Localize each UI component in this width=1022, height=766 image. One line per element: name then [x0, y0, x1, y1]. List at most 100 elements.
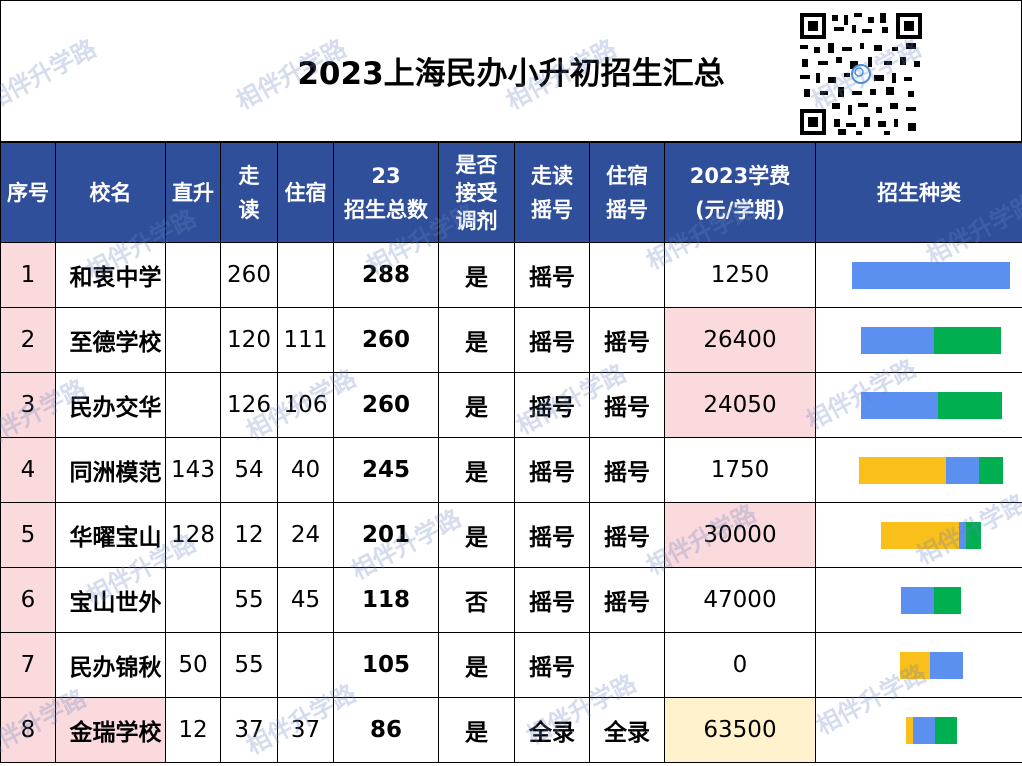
zhisheng-cell — [166, 373, 221, 438]
bar-segment-zhusu — [935, 717, 957, 744]
school-name-cell: 华曜宝山 — [56, 503, 166, 568]
header-fee: 2023学费(元/学期) — [665, 143, 816, 243]
school-name-cell: 民办锦秋 — [56, 633, 166, 698]
title-bar: 2023上海民办小升初招生汇总 — [0, 0, 1022, 142]
seq-cell: 1 — [1, 243, 56, 308]
zoudu-yaohao-cell: 摇号 — [515, 503, 590, 568]
zhisheng-cell: 12 — [166, 698, 221, 763]
header-zhisheng: 直升 — [166, 143, 221, 243]
fee-cell: 26400 — [665, 308, 816, 373]
zhusu-yaohao-cell: 摇号 — [590, 373, 665, 438]
enrollment-type-bar — [861, 327, 1001, 354]
bar-segment-zhusu — [979, 457, 1003, 484]
total-cell: 288 — [334, 243, 439, 308]
school-name-cell: 宝山世外 — [56, 568, 166, 633]
total-cell: 260 — [334, 308, 439, 373]
zoudu-cell: 126 — [221, 373, 278, 438]
enrollment-type-bar-cell — [816, 568, 1022, 633]
header-zoudu-yaohao: 走读摇号 — [515, 143, 590, 243]
zhisheng-cell: 143 — [166, 438, 221, 503]
zoudu-yaohao-cell: 摇号 — [515, 633, 590, 698]
enrollment-type-bar-cell — [816, 633, 1022, 698]
enrollment-type-bar-cell — [816, 373, 1022, 438]
bar-segment-zhisheng — [881, 522, 959, 549]
bar-segment-zhusu — [934, 327, 1001, 354]
zhisheng-cell — [166, 243, 221, 308]
enrollment-type-bar — [881, 522, 981, 549]
total-cell: 245 — [334, 438, 439, 503]
page-title: 2023上海民办小升初招生汇总 — [241, 51, 781, 97]
zhusu-cell: 37 — [278, 698, 334, 763]
fee-cell: 0 — [665, 633, 816, 698]
bar-segment-zhusu — [966, 522, 981, 549]
qr-code — [798, 11, 924, 137]
fee-cell: 47000 — [665, 568, 816, 633]
zoudu-yaohao-cell: 摇号 — [515, 438, 590, 503]
tiaoji-cell: 是 — [439, 698, 515, 763]
zhusu-yaohao-cell: 摇号 — [590, 568, 665, 633]
zhusu-cell: 24 — [278, 503, 334, 568]
zhusu-yaohao-cell: 摇号 — [590, 503, 665, 568]
zoudu-cell: 55 — [221, 633, 278, 698]
seq-cell: 8 — [1, 698, 56, 763]
enrollment-type-bar-cell — [816, 308, 1022, 373]
header-tiaoji: 是否接受调剂 — [439, 143, 515, 243]
tiaoji-cell: 是 — [439, 373, 515, 438]
school-name-cell: 和衷中学 — [56, 243, 166, 308]
tiaoji-cell: 是 — [439, 633, 515, 698]
seq-cell: 6 — [1, 568, 56, 633]
bar-segment-zoudu — [930, 652, 963, 679]
bar-segment-zhisheng — [859, 457, 946, 484]
header-zhusu-yaohao: 住宿摇号 — [590, 143, 665, 243]
zhisheng-cell: 50 — [166, 633, 221, 698]
zoudu-cell: 120 — [221, 308, 278, 373]
enrollment-type-bar-cell — [816, 438, 1022, 503]
total-cell: 201 — [334, 503, 439, 568]
zhusu-cell — [278, 243, 334, 308]
enrollment-type-bar — [852, 262, 1010, 289]
zoudu-yaohao-cell: 摇号 — [515, 308, 590, 373]
bar-segment-zoudu — [852, 262, 1010, 289]
zhusu-cell — [278, 633, 334, 698]
zoudu-cell: 260 — [221, 243, 278, 308]
zoudu-cell: 37 — [221, 698, 278, 763]
bar-segment-zhusu — [938, 392, 1002, 419]
fee-cell: 24050 — [665, 373, 816, 438]
zhusu-cell: 45 — [278, 568, 334, 633]
enrollment-type-bar-cell — [816, 243, 1022, 308]
zhusu-cell: 111 — [278, 308, 334, 373]
zhusu-yaohao-cell: 摇号 — [590, 438, 665, 503]
tiaoji-cell: 是 — [439, 308, 515, 373]
zhusu-yaohao-cell — [590, 243, 665, 308]
zhisheng-cell — [166, 308, 221, 373]
seq-cell: 3 — [1, 373, 56, 438]
zhusu-yaohao-cell — [590, 633, 665, 698]
enrollment-type-bar — [861, 392, 1002, 419]
header-zhusu: 住宿 — [278, 143, 334, 243]
total-cell: 105 — [334, 633, 439, 698]
header-zoudu: 走读 — [221, 143, 278, 243]
enrollment-type-bar — [859, 457, 1003, 484]
school-name-cell: 同洲模范 — [56, 438, 166, 503]
bar-segment-zhisheng — [900, 652, 930, 679]
zoudu-yaohao-cell: 摇号 — [515, 373, 590, 438]
header-name: 校名 — [56, 143, 166, 243]
fee-cell: 63500 — [665, 698, 816, 763]
zoudu-cell: 54 — [221, 438, 278, 503]
bar-segment-zoudu — [861, 392, 938, 419]
zoudu-yaohao-cell: 摇号 — [515, 243, 590, 308]
zhisheng-cell: 128 — [166, 503, 221, 568]
enrollment-type-bar-cell — [816, 698, 1022, 763]
zhisheng-cell — [166, 568, 221, 633]
seq-cell: 5 — [1, 503, 56, 568]
total-cell: 118 — [334, 568, 439, 633]
